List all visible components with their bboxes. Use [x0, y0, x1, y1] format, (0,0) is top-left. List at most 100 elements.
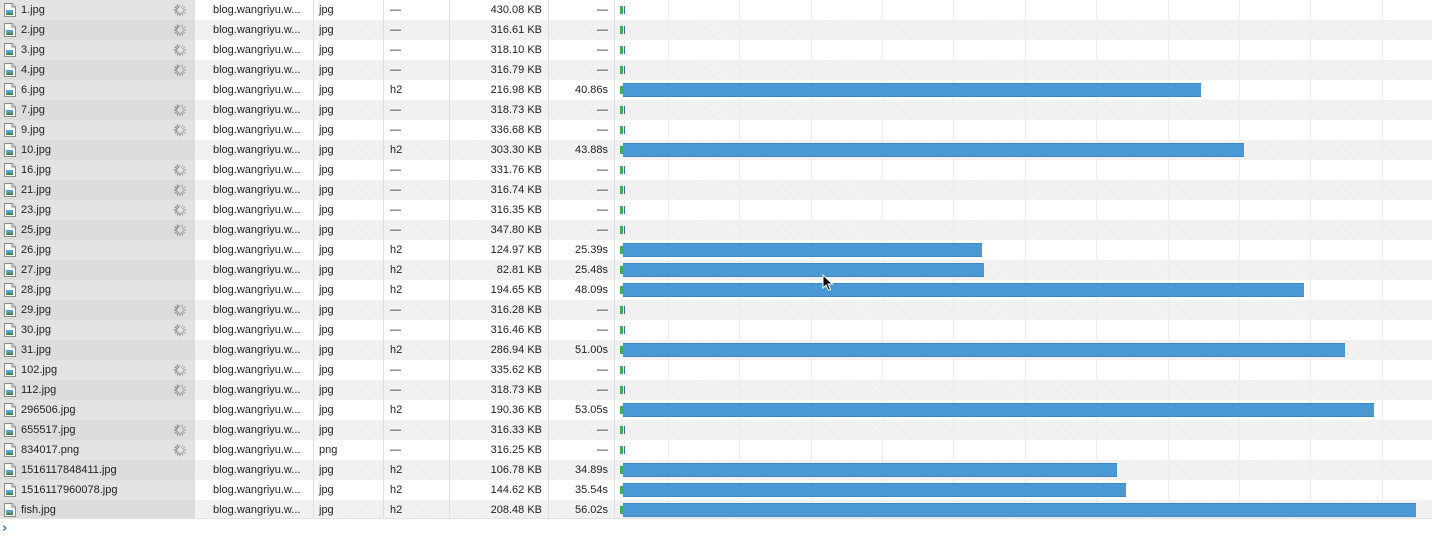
- request-name-cell[interactable]: 4.jpg: [0, 60, 195, 80]
- image-file-icon: [4, 103, 16, 117]
- request-name-cell[interactable]: 25.jpg: [0, 220, 195, 240]
- request-domain: blog.wangriyu.w...: [213, 204, 301, 216]
- request-name-cell[interactable]: 112.jpg: [0, 380, 195, 400]
- request-type: jpg: [314, 80, 384, 100]
- console-input-bar[interactable]: ›: [0, 518, 1432, 542]
- request-row[interactable]: 25.jpg blog.wangriyu.w... jpg —347.80 KB —: [0, 220, 1432, 240]
- request-name-cell[interactable]: 23.jpg: [0, 200, 195, 220]
- request-row[interactable]: 296506.jpg blog.wangriyu.w... jpg h2 190.36 …: [0, 400, 1432, 420]
- request-row[interactable]: 1516117960078.jpg blog.wangriyu.w... jpg h2…: [0, 480, 1432, 500]
- waterfall-cell: [615, 360, 1432, 380]
- waterfall-gridline: [1310, 100, 1311, 120]
- request-protocol: h2: [384, 140, 450, 160]
- request-size: 336.68 KB: [450, 120, 549, 140]
- request-name-cell[interactable]: 21.jpg: [0, 180, 195, 200]
- request-name-cell[interactable]: 31.jpg: [0, 340, 195, 360]
- waterfall-gridline: [1310, 200, 1311, 220]
- loading-spinner-icon: [173, 3, 187, 17]
- waterfall-pending-tick: [624, 126, 625, 134]
- request-name-cell[interactable]: 1516117848411.jpg: [0, 460, 195, 480]
- request-name-cell[interactable]: 28.jpg: [0, 280, 195, 300]
- request-size: 82.81 KB: [450, 260, 549, 280]
- request-type: jpg: [314, 200, 384, 220]
- waterfall-bar[interactable]: [623, 503, 1416, 517]
- request-name-cell[interactable]: 10.jpg: [0, 140, 195, 160]
- request-row[interactable]: 28.jpg blog.wangriyu.w... jpg h2 194.65 KB 48…: [0, 280, 1432, 300]
- request-time: 43.88s: [549, 140, 615, 160]
- request-row[interactable]: 30.jpg blog.wangriyu.w... jpg —316.46 KB —: [0, 320, 1432, 340]
- waterfall-bar[interactable]: [623, 343, 1345, 357]
- request-name-cell[interactable]: fish.jpg: [0, 500, 195, 520]
- waterfall-gridline: [953, 100, 954, 120]
- waterfall-gridline: [668, 160, 669, 180]
- waterfall-gridline: [1382, 380, 1383, 400]
- request-size: 124.97 KB: [450, 240, 549, 260]
- waterfall-gridline: [668, 220, 669, 240]
- request-row[interactable]: 834017.png blog.wangriyu.w... png —316.25 K…: [0, 440, 1432, 460]
- request-name-cell[interactable]: 9.jpg: [0, 120, 195, 140]
- waterfall-pending-tick: [624, 326, 625, 334]
- waterfall-cell: [615, 160, 1432, 180]
- waterfall-bar[interactable]: [623, 463, 1117, 477]
- request-row[interactable]: 31.jpg blog.wangriyu.w... jpg h2 286.94 KB 51…: [0, 340, 1432, 360]
- request-name-cell[interactable]: 26.jpg: [0, 240, 195, 260]
- request-row[interactable]: 9.jpg blog.wangriyu.w... jpg —336.68 KB —: [0, 120, 1432, 140]
- request-name-cell[interactable]: 834017.png: [0, 440, 195, 460]
- request-domain: blog.wangriyu.w...: [213, 144, 301, 156]
- waterfall-bar[interactable]: [623, 403, 1374, 417]
- request-row[interactable]: 21.jpg blog.wangriyu.w... jpg —316.74 KB —: [0, 180, 1432, 200]
- request-row[interactable]: 26.jpg blog.wangriyu.w... jpg h2 124.97 KB 25…: [0, 240, 1432, 260]
- request-name-cell[interactable]: 296506.jpg: [0, 400, 195, 420]
- request-row[interactable]: 1.jpg blog.wangriyu.w... jpg —430.08 KB —: [0, 0, 1432, 20]
- request-name-cell[interactable]: 16.jpg: [0, 160, 195, 180]
- request-domain-cell: blog.wangriyu.w...: [195, 140, 314, 160]
- waterfall-bar[interactable]: [623, 83, 1201, 97]
- request-row[interactable]: 10.jpg blog.wangriyu.w... jpg h2 303.30 KB 43…: [0, 140, 1432, 160]
- request-name-cell[interactable]: 655517.jpg: [0, 420, 195, 440]
- waterfall-bar[interactable]: [623, 243, 982, 257]
- request-name-cell[interactable]: 1.jpg: [0, 0, 195, 20]
- request-domain-cell: blog.wangriyu.w...: [195, 380, 314, 400]
- waterfall-gridline: [739, 0, 740, 20]
- request-name-cell[interactable]: 3.jpg: [0, 40, 195, 60]
- waterfall-pending-tick: [624, 66, 625, 74]
- request-name-cell[interactable]: 6.jpg: [0, 80, 195, 100]
- waterfall-gridline: [739, 440, 740, 460]
- request-row[interactable]: 16.jpg blog.wangriyu.w... jpg —331.76 KB —: [0, 160, 1432, 180]
- waterfall-gridline: [1168, 180, 1169, 200]
- request-name-cell[interactable]: 30.jpg: [0, 320, 195, 340]
- request-protocol: —: [384, 40, 450, 60]
- request-row[interactable]: 3.jpg blog.wangriyu.w... jpg —318.10 KB —: [0, 40, 1432, 60]
- waterfall-bar[interactable]: [623, 483, 1126, 497]
- request-name-cell[interactable]: 27.jpg: [0, 260, 195, 280]
- waterfall-gridline: [1382, 100, 1383, 120]
- request-row[interactable]: 655517.jpg blog.wangriyu.w... jpg —316.33 K…: [0, 420, 1432, 440]
- waterfall-gridline: [668, 380, 669, 400]
- network-request-table: 1.jpg blog.wangriyu.w... jpg —430.08 KB —2.j…: [0, 0, 1432, 520]
- request-row[interactable]: 4.jpg blog.wangriyu.w... jpg —316.79 KB —: [0, 60, 1432, 80]
- request-name-cell[interactable]: 1516117960078.jpg: [0, 480, 195, 500]
- request-name-cell[interactable]: 2.jpg: [0, 20, 195, 40]
- request-name-cell[interactable]: 7.jpg: [0, 100, 195, 120]
- waterfall-gridline: [882, 0, 883, 20]
- request-row[interactable]: fish.jpg blog.wangriyu.w... jpg h2 208.48 KB…: [0, 500, 1432, 520]
- request-row[interactable]: 2.jpg blog.wangriyu.w... jpg —316.61 KB —: [0, 20, 1432, 40]
- request-row[interactable]: 6.jpg blog.wangriyu.w... jpg h2 216.98 KB 40.…: [0, 80, 1432, 100]
- request-row[interactable]: 1516117848411.jpg blog.wangriyu.w... jpg h2…: [0, 460, 1432, 480]
- request-row[interactable]: 23.jpg blog.wangriyu.w... jpg —316.35 KB —: [0, 200, 1432, 220]
- request-name-cell[interactable]: 29.jpg: [0, 300, 195, 320]
- request-row[interactable]: 27.jpg blog.wangriyu.w... jpg h2 82.81 KB 25.…: [0, 260, 1432, 280]
- request-row[interactable]: 29.jpg blog.wangriyu.w... jpg —316.28 KB —: [0, 300, 1432, 320]
- waterfall-gridline: [1310, 80, 1311, 100]
- waterfall-bar[interactable]: [623, 263, 984, 277]
- request-protocol: —: [384, 420, 450, 440]
- request-name-cell[interactable]: 102.jpg: [0, 360, 195, 380]
- waterfall-bar[interactable]: [623, 283, 1304, 297]
- loading-spinner-icon: [173, 63, 187, 77]
- request-row[interactable]: 102.jpg blog.wangriyu.w... jpg —335.62 KB —: [0, 360, 1432, 380]
- waterfall-gridline: [953, 180, 954, 200]
- waterfall-start-marker: [620, 306, 623, 314]
- waterfall-bar[interactable]: [623, 143, 1244, 157]
- request-row[interactable]: 112.jpg blog.wangriyu.w... jpg —318.73 KB —: [0, 380, 1432, 400]
- request-row[interactable]: 7.jpg blog.wangriyu.w... jpg —318.73 KB —: [0, 100, 1432, 120]
